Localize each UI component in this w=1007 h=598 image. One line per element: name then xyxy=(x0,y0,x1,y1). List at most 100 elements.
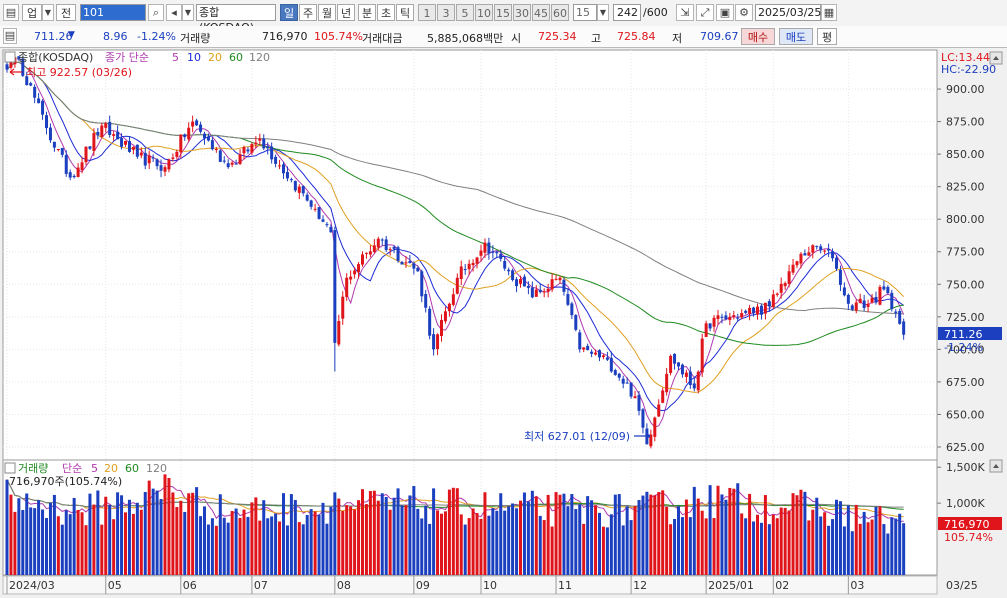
volume-bar xyxy=(787,510,791,575)
last-volume-change: 105.74% xyxy=(944,531,993,544)
x-tick-label: 09 xyxy=(416,579,430,592)
chevron-down-icon[interactable]: ▼ xyxy=(42,4,54,21)
search-icon[interactable]: ⌕ xyxy=(148,4,164,21)
period-year-button[interactable]: 년 xyxy=(337,4,355,21)
candle xyxy=(179,134,183,153)
ma20-line xyxy=(6,61,905,393)
volume-bar xyxy=(799,489,803,575)
volume-bar xyxy=(886,533,890,575)
interval-1-button[interactable]: 1 xyxy=(418,4,436,21)
volume-bar xyxy=(550,526,554,575)
interval-15-button[interactable]: 15 xyxy=(494,4,512,21)
speaker-icon[interactable]: ◂ xyxy=(166,4,182,21)
volume-bar xyxy=(151,488,155,575)
candle xyxy=(775,293,779,295)
count-input[interactable]: 242 xyxy=(613,4,641,21)
x-tick-label: 11 xyxy=(558,579,572,592)
candle xyxy=(131,146,135,150)
legend-ma5: 5 xyxy=(172,51,179,64)
interval-60-button[interactable]: 60 xyxy=(551,4,569,21)
interval-select[interactable]: 15 xyxy=(573,4,597,21)
candle xyxy=(684,372,688,377)
period-second-button[interactable]: 초 xyxy=(377,4,395,21)
candle xyxy=(898,310,902,324)
volume-bar xyxy=(262,500,266,575)
candle xyxy=(333,230,337,343)
candle xyxy=(76,167,80,177)
candle xyxy=(412,263,416,269)
candle xyxy=(218,150,222,162)
volume-bar xyxy=(131,513,135,575)
volume-bar xyxy=(238,517,242,575)
code-input[interactable]: 101 xyxy=(80,4,146,21)
y-tick-label: 850.00 xyxy=(946,148,985,161)
candle xyxy=(396,247,400,261)
candle xyxy=(613,370,617,375)
sector-button[interactable]: 업 xyxy=(22,4,42,21)
candle xyxy=(384,239,388,250)
high-value: 725.84 xyxy=(617,30,656,43)
volume-percent: 105.74% xyxy=(314,30,363,43)
date-input[interactable]: 2025/03/25 xyxy=(755,4,821,21)
candle xyxy=(724,315,728,320)
candle xyxy=(526,286,530,288)
candle xyxy=(159,165,163,171)
period-minute-button[interactable]: 분 xyxy=(358,4,376,21)
interval-45-button[interactable]: 45 xyxy=(532,4,550,21)
volume-bar xyxy=(586,496,590,575)
save-icon[interactable]: ▣ xyxy=(716,4,734,21)
candle xyxy=(33,86,37,98)
interval-10-button[interactable]: 10 xyxy=(475,4,493,21)
volume-bar xyxy=(5,479,9,575)
volume-bar xyxy=(779,507,783,575)
volume-bar xyxy=(483,492,487,575)
candle xyxy=(763,302,767,314)
add-indicator-icon[interactable]: ⇲ xyxy=(676,4,694,21)
chevron-down-icon[interactable]: ▼ xyxy=(182,4,194,21)
candle xyxy=(266,146,270,149)
gear-icon[interactable]: ⚙ xyxy=(735,4,753,21)
period-day-button[interactable]: 일 xyxy=(280,4,298,21)
volume-bar xyxy=(748,493,752,575)
checkbox[interactable] xyxy=(4,462,16,474)
window-icon[interactable]: ▤ xyxy=(3,28,17,44)
price-chart: 900.00 875.00 850.00 825.00 800.00 775.00 750.… xyxy=(0,48,1007,598)
volume-bar xyxy=(744,518,748,575)
volume-bar xyxy=(759,522,763,575)
candle xyxy=(550,279,554,290)
checkbox[interactable] xyxy=(4,51,16,63)
volume-bar xyxy=(613,494,617,575)
window-icon[interactable]: ▤ xyxy=(3,4,19,21)
volume-bar xyxy=(408,495,412,575)
volume-bar xyxy=(143,492,147,575)
legend-ma20: 20 xyxy=(208,51,222,64)
candle xyxy=(353,270,357,275)
calendar-icon[interactable]: ▦ xyxy=(821,4,837,21)
all-button[interactable]: 전 xyxy=(56,4,76,21)
period-week-button[interactable]: 주 xyxy=(299,4,317,21)
high-label: 고 xyxy=(591,32,602,45)
volume-bar xyxy=(491,508,495,575)
volume-bar xyxy=(637,500,641,575)
eval-button[interactable]: 평 xyxy=(817,28,837,45)
chart-tools-icon[interactable]: ⤢ xyxy=(696,4,714,21)
interval-5-button[interactable]: 5 xyxy=(456,4,474,21)
volume-bar xyxy=(210,518,214,575)
volume-bar xyxy=(380,493,384,575)
candle xyxy=(293,180,297,191)
interval-30-button[interactable]: 30 xyxy=(513,4,531,21)
period-month-button[interactable]: 월 xyxy=(318,4,336,21)
volume-bar xyxy=(669,524,673,575)
chevron-down-icon[interactable]: ▼ xyxy=(597,4,609,21)
interval-3-button[interactable]: 3 xyxy=(437,4,455,21)
candle xyxy=(677,362,680,367)
volume-y-tick-label: 1,000K xyxy=(946,497,985,510)
sell-button[interactable]: 매도 xyxy=(779,28,813,45)
candle xyxy=(420,271,424,297)
buy-button[interactable]: 매수 xyxy=(741,28,775,45)
volume-bar xyxy=(139,509,143,575)
legend-vma5: 5 xyxy=(91,462,98,475)
volume-bar xyxy=(392,497,396,575)
candle xyxy=(590,351,594,354)
period-tick-button[interactable]: 틱 xyxy=(396,4,414,21)
